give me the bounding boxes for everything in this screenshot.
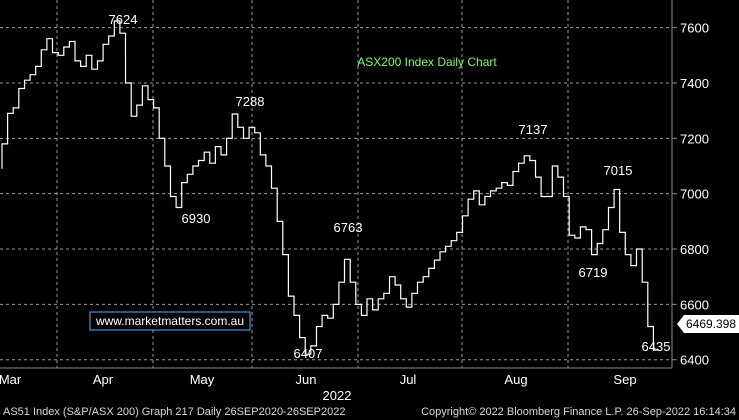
annotation-label: 7624 [109,12,138,27]
x-tick-label: Sep [613,372,636,387]
annotation-label: 6930 [182,211,211,226]
watermark-box [89,311,251,331]
x-tick-label: May [190,372,215,387]
x-tick-label: Jun [296,372,317,387]
grid [0,0,672,368]
last-price-value: 6469.398 [686,317,736,331]
x-tick-label: Jul [400,372,417,387]
chart-title: ASX200 Index Daily Chart [357,55,497,69]
y-tick-label: 6600 [680,297,709,312]
y-tick-label: 7600 [680,21,709,36]
x-axis: Mar Apr May Jun Jul Aug Sep 2022 [0,372,637,403]
annotation-label: 7288 [236,94,265,109]
y-tick-label: 7400 [680,76,709,91]
last-price-tag-shape [677,315,739,333]
annotation-label: 7137 [519,122,548,137]
x-year-label: 2022 [323,388,352,403]
y-tick-label: 7000 [680,187,709,202]
annotation-label: 6719 [579,265,608,280]
y-axis: 6400 6600 6800 7000 7200 7400 7600 [672,21,709,368]
series-price [1,20,659,355]
y-tick-label: 7200 [680,131,709,146]
series-line [1,20,659,355]
annotation-label: 7015 [604,163,633,178]
annotation-label: 6435 [642,339,671,354]
x-tick-label: Apr [93,372,114,387]
annotation-label: 6407 [294,346,323,361]
y-tick-label: 6800 [680,242,709,257]
y-tick-label: 6400 [680,353,709,368]
annotation-label: 6763 [334,220,363,235]
x-tick-label: Aug [504,372,527,387]
footer-right: Copyright© 2022 Bloomberg Finance L.P. 2… [421,406,736,418]
x-tick-label: Mar [0,372,22,387]
footer-left: AS51 Index (S&P/ASX 200) Graph 217 Daily… [3,406,345,418]
last-price-tag: 6469.398 [677,315,739,333]
watermark: www.marketmatters.com.au [95,314,244,328]
